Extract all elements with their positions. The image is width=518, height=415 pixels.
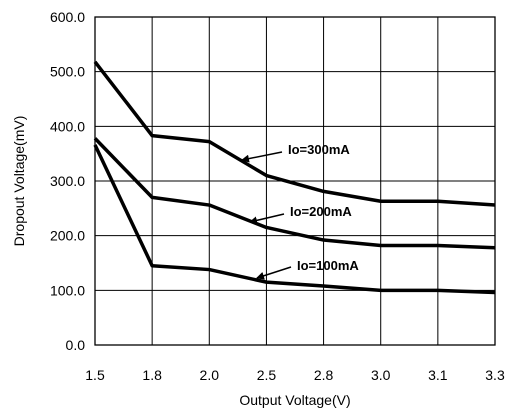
- plot-frame: [94, 16, 496, 346]
- series-label-arrow: [249, 213, 285, 225]
- series-line-1: [93, 137, 496, 250]
- series-label: Io=100mA: [297, 258, 359, 273]
- series-line-2: [93, 144, 496, 295]
- x-tick-label: 1.8: [142, 367, 162, 383]
- series-lines: [93, 60, 496, 295]
- y-tick-label: 400.0: [50, 118, 85, 134]
- series-label: Io=300mA: [288, 142, 350, 157]
- y-axis-title: Dropout Voltage(mV): [11, 116, 27, 247]
- grid-lines: [95, 17, 495, 345]
- x-tick-label: 3.1: [428, 367, 448, 383]
- y-tick-label: 100.0: [50, 282, 85, 298]
- x-tick-label: 3.0: [371, 367, 391, 383]
- series-label: Io=200mA: [290, 204, 352, 219]
- y-tick-label: 200.0: [50, 228, 85, 244]
- y-axis-ticks: 0.0 100.0 200.0 300.0 400.0 500.0 600.0: [50, 9, 85, 353]
- series-labels: Io=300mA Io=200mA Io=100mA: [241, 142, 359, 280]
- x-axis-title: Output Voltage(V): [239, 392, 350, 408]
- y-tick-label: 300.0: [50, 173, 85, 189]
- y-tick-label: 0.0: [66, 337, 86, 353]
- x-tick-label: 3.3: [485, 367, 505, 383]
- series-label-arrow: [256, 266, 292, 280]
- series-line-0: [93, 60, 496, 207]
- x-axis-ticks: 1.5 1.8 2.0 2.5 2.8 3.0 3.1 3.3: [85, 367, 505, 383]
- x-tick-label: 2.0: [200, 367, 220, 383]
- x-tick-label: 2.5: [257, 367, 277, 383]
- x-tick-label: 1.5: [85, 367, 105, 383]
- series-label-arrow: [241, 151, 283, 163]
- y-tick-label: 600.0: [50, 9, 85, 25]
- x-tick-label: 2.8: [314, 367, 334, 383]
- y-tick-label: 500.0: [50, 64, 85, 80]
